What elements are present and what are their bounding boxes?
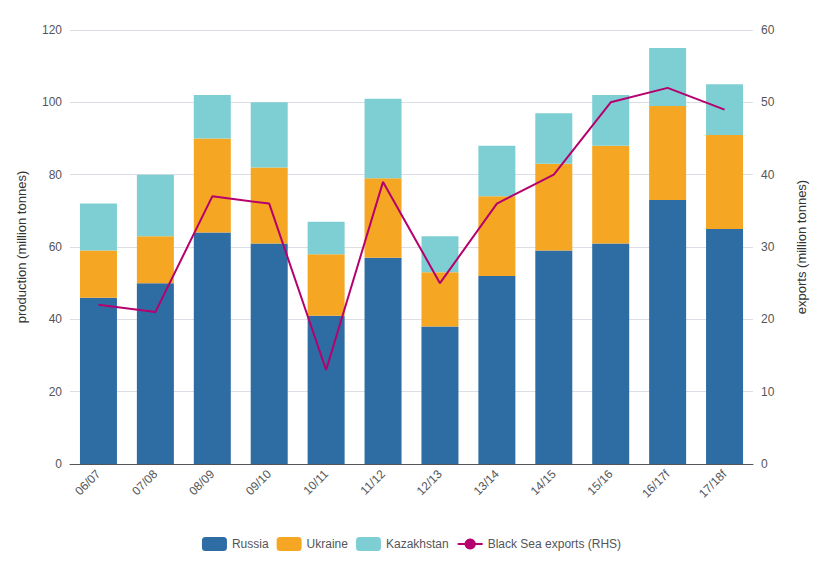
svg-text:exports (million tonnes): exports (million tonnes) — [794, 180, 809, 314]
svg-text:60: 60 — [761, 23, 775, 37]
svg-text:20: 20 — [49, 385, 63, 399]
svg-text:80: 80 — [49, 168, 63, 182]
svg-text:30: 30 — [761, 240, 775, 254]
svg-text:Kazakhstan: Kazakhstan — [386, 537, 449, 551]
svg-text:0: 0 — [761, 457, 768, 471]
svg-text:06/07: 06/07 — [72, 467, 103, 498]
svg-text:08/09: 08/09 — [186, 467, 217, 498]
svg-text:14/15: 14/15 — [528, 467, 559, 498]
svg-text:120: 120 — [42, 23, 62, 37]
svg-text:10: 10 — [761, 385, 775, 399]
svg-text:Black Sea exports (RHS): Black Sea exports (RHS) — [488, 537, 621, 551]
svg-text:20: 20 — [761, 312, 775, 326]
svg-text:production (million tonnes): production (million tonnes) — [14, 171, 29, 323]
svg-text:10/11: 10/11 — [301, 467, 332, 498]
svg-text:11/12: 11/12 — [358, 467, 389, 498]
svg-text:Russia: Russia — [232, 537, 269, 551]
svg-text:15/16: 15/16 — [585, 467, 616, 498]
svg-text:12/13: 12/13 — [414, 467, 445, 498]
svg-text:60: 60 — [49, 240, 63, 254]
svg-text:50: 50 — [761, 95, 775, 109]
svg-text:07/08: 07/08 — [129, 467, 160, 498]
svg-text:40: 40 — [49, 312, 63, 326]
svg-text:Ukraine: Ukraine — [307, 537, 349, 551]
svg-text:100: 100 — [42, 95, 62, 109]
svg-text:13/14: 13/14 — [471, 467, 502, 498]
svg-text:09/10: 09/10 — [243, 467, 274, 498]
svg-text:40: 40 — [761, 168, 775, 182]
svg-text:0: 0 — [55, 457, 62, 471]
svg-text:16/17f: 16/17f — [639, 467, 673, 501]
svg-text:17/18f: 17/18f — [696, 467, 730, 501]
